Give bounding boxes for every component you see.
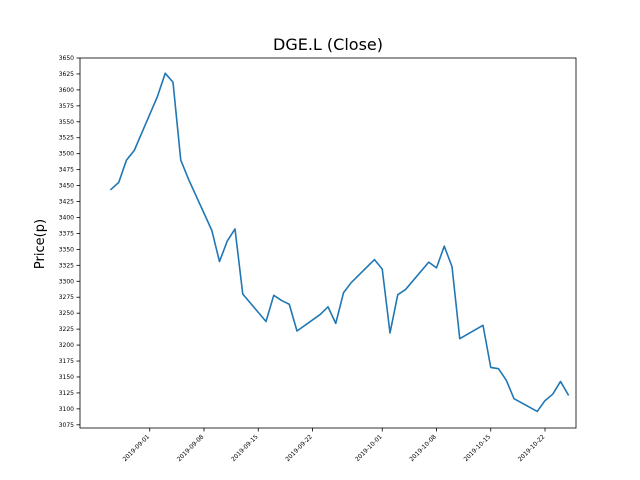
y-tick-label: 3375 — [59, 230, 74, 237]
y-tick-label: 3300 — [59, 278, 74, 285]
y-tick-label: 3250 — [59, 310, 74, 317]
y-tick-label: 3550 — [59, 119, 74, 126]
y-tick-label: 3350 — [59, 246, 74, 253]
y-tick-label: 3125 — [59, 390, 74, 397]
y-tick-label: 3650 — [59, 55, 74, 62]
plot-area: 3075 3100 3125 3150 3175 3200 3225 3250 3275 3300… — [59, 55, 570, 463]
x-tick-label: 2019-09-08 — [176, 433, 206, 463]
y-tick-label: 3200 — [59, 342, 74, 349]
y-tick-label: 3600 — [59, 87, 74, 94]
x-tick-label: 2019-10-01 — [354, 433, 384, 463]
x-tick-label: 2019-09-15 — [230, 433, 260, 463]
y-tick-label: 3075 — [59, 422, 74, 429]
y-tick-label: 3150 — [59, 374, 74, 381]
x-tick-label: 2019-10-08 — [408, 433, 438, 463]
x-tick-label: 2019-09-01 — [122, 433, 152, 463]
y-tick-label: 3225 — [59, 326, 74, 333]
y-tick-label: 3275 — [59, 294, 74, 301]
y-tick-label: 3400 — [59, 214, 74, 221]
y-tick-label: 3575 — [59, 103, 74, 110]
y-tick-label: 3425 — [59, 199, 74, 206]
y-tick-label: 3175 — [59, 358, 74, 365]
y-tick-label: 3450 — [59, 183, 74, 190]
chart-title: DGE.L (Close) — [273, 35, 383, 54]
y-axis-label: Price(p) — [33, 219, 48, 269]
y-tick-label: 3625 — [59, 71, 74, 78]
y-tick-label: 3100 — [59, 406, 74, 413]
x-tick-label: 2019-09-22 — [284, 433, 314, 463]
y-tick-label: 3500 — [59, 151, 74, 158]
x-tick-label: 2019-10-15 — [463, 433, 493, 463]
x-tick-label: 2019-10-22 — [517, 433, 547, 463]
series-line-close-price — [109, 72, 570, 413]
y-tick-label: 3325 — [59, 262, 74, 269]
plot-frame — [79, 57, 577, 429]
y-tick-label: 3475 — [59, 167, 74, 174]
y-tick-label: 3525 — [59, 135, 74, 142]
